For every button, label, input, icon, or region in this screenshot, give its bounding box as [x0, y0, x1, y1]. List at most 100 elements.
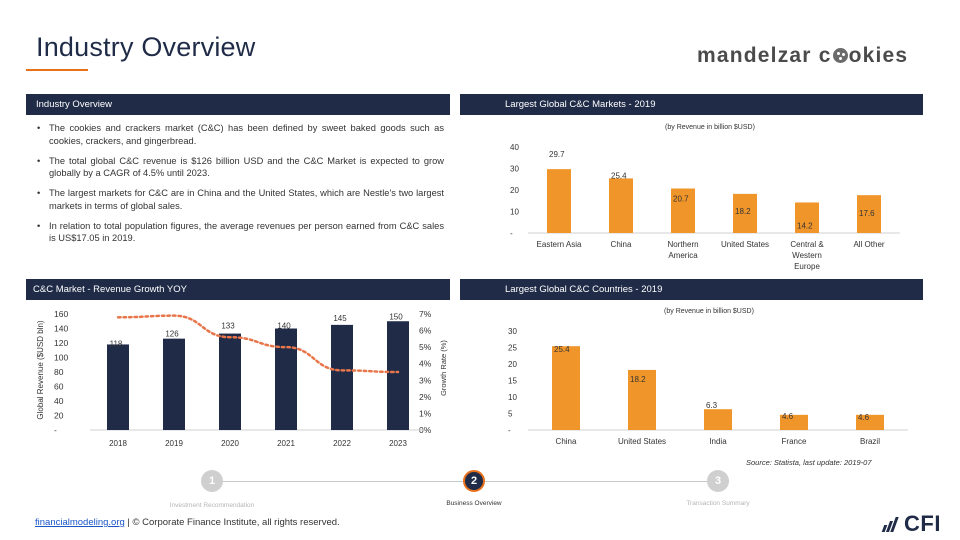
largest-countries-header: Largest Global C&C Countries - 2019 — [460, 279, 923, 300]
y2-tick-label: 5% — [419, 342, 432, 352]
y-tick-label: 20 — [54, 411, 64, 421]
step-2-circle[interactable]: 2 — [463, 470, 485, 492]
category-label: China — [556, 437, 577, 446]
bar — [163, 338, 185, 430]
overview-bullets: The cookies and crackers market (C&C) ha… — [36, 122, 444, 252]
category-label: France — [782, 437, 807, 446]
footer: financialmodeling.org | © Corporate Fina… — [35, 517, 340, 528]
chart-subtitle: (by Revenue in billion $USD) — [664, 308, 754, 315]
data-label: 29.7 — [549, 150, 565, 159]
bar — [857, 195, 881, 233]
category-label: United States — [721, 240, 769, 249]
bar — [547, 169, 571, 233]
y-tick-label: 5 — [508, 410, 513, 419]
largest-markets-header: Largest Global C&C Markets - 2019 — [460, 94, 923, 115]
category-label: Western — [792, 251, 822, 260]
bullet-item: The total global C&C revenue is $126 bil… — [36, 155, 444, 180]
y2-tick-label: 7% — [419, 309, 432, 319]
footer-link[interactable]: financialmodeling.org — [35, 517, 125, 528]
data-label: 140 — [277, 322, 291, 331]
y-tick-label: 10 — [508, 393, 517, 402]
y-tick-label: 120 — [54, 338, 68, 348]
bar — [733, 193, 757, 233]
bullet-item: In relation to total population figures,… — [36, 220, 444, 245]
chart-subtitle: (by Revenue in billion $USD) — [665, 124, 755, 131]
category-label: 2019 — [165, 439, 183, 448]
logo-text-end: okies — [848, 44, 909, 67]
y2-tick-label: 1% — [419, 408, 432, 418]
y-tick-label: 10 — [510, 208, 519, 217]
bullet-item: The cookies and crackers market (C&C) ha… — [36, 122, 444, 147]
data-label: 20.7 — [673, 194, 689, 203]
revenue-chart: Global Revenue ($USD bln) Growth Rate (%)… — [36, 309, 448, 448]
data-label: 4.6 — [782, 412, 794, 421]
title-underline — [26, 69, 88, 71]
y2-axis-title: Growth Rate (%) — [439, 340, 448, 396]
category-label: All Other — [853, 240, 884, 249]
category-label: Eastern Asia — [537, 240, 582, 249]
step-2-label[interactable]: Business Overview — [446, 500, 502, 507]
y-tick-label: 25 — [508, 344, 517, 353]
bar — [107, 344, 129, 430]
growth-line — [116, 314, 400, 374]
y-tick-label: 40 — [54, 396, 64, 406]
y-tick-label: 40 — [510, 143, 519, 152]
data-label: 118 — [110, 339, 123, 348]
data-label: 25.4 — [554, 345, 570, 354]
bar — [387, 321, 409, 430]
footer-copyright: | © Corporate Finance Institute, all rig… — [124, 517, 340, 528]
category-label: 2020 — [221, 439, 239, 448]
bar — [552, 346, 580, 430]
step-1-label[interactable]: Investment Recommendation — [169, 502, 255, 509]
cfi-logo-text: CFI — [904, 511, 941, 536]
bar — [331, 324, 353, 430]
y-tick-label: 30 — [508, 327, 517, 336]
y2-tick-label: 2% — [419, 392, 432, 402]
bar — [609, 178, 633, 233]
category-label: Europe — [794, 262, 820, 271]
category-label: 2023 — [389, 439, 407, 448]
category-label: United States — [618, 437, 666, 446]
bar — [219, 333, 241, 430]
bar — [795, 202, 819, 233]
category-label: Brazil — [860, 437, 880, 446]
data-label: 18.2 — [630, 375, 646, 384]
bar — [275, 328, 297, 430]
y2-tick-label: 4% — [419, 359, 432, 369]
cfi-logo: CFI — [881, 511, 941, 537]
category-label: 2022 — [333, 439, 351, 448]
cfi-mark-icon — [881, 516, 901, 532]
category-label: India — [709, 437, 727, 446]
step-3-label[interactable]: Transaction Summary — [686, 500, 750, 507]
category-label: 2018 — [109, 439, 127, 448]
step-3-circle[interactable]: 3 — [707, 470, 729, 492]
brand-logo: mandelzar c okies — [697, 44, 908, 68]
data-label: 4.6 — [858, 413, 870, 422]
y-tick-label: 80 — [54, 367, 64, 377]
y-tick-label: 30 — [510, 165, 519, 174]
data-label: 17.6 — [859, 209, 875, 218]
y-tick-label: - — [54, 425, 57, 435]
logo-text-start: mandelzar c — [697, 44, 832, 67]
cookie-icon — [832, 48, 848, 63]
y-tick-label: 100 — [54, 353, 68, 363]
y-axis-title: Global Revenue ($USD bln) — [36, 320, 45, 419]
y-tick-label: 20 — [508, 360, 517, 369]
data-label: 6.3 — [706, 401, 718, 410]
data-label: 145 — [333, 314, 347, 323]
bar — [780, 414, 808, 430]
step-1-circle[interactable]: 1 — [201, 470, 223, 492]
source-note: Source: Statista, last update: 2019-07 — [746, 458, 872, 467]
category-label: Northern — [667, 240, 698, 249]
countries-chart: (by Revenue in billion $USD) 30 25 20 15 10 5 -… — [508, 308, 908, 446]
y-tick-label: 60 — [54, 382, 64, 392]
category-label: China — [611, 240, 632, 249]
y-tick-label: 140 — [54, 324, 68, 334]
bar — [671, 188, 695, 233]
y2-tick-label: 3% — [419, 375, 432, 385]
data-label: 14.2 — [797, 221, 813, 230]
revenue-growth-header: C&C Market - Revenue Growth YOY — [26, 279, 450, 300]
data-label: 126 — [165, 330, 179, 339]
category-label: America — [668, 251, 698, 260]
category-label: Central & — [790, 240, 824, 249]
